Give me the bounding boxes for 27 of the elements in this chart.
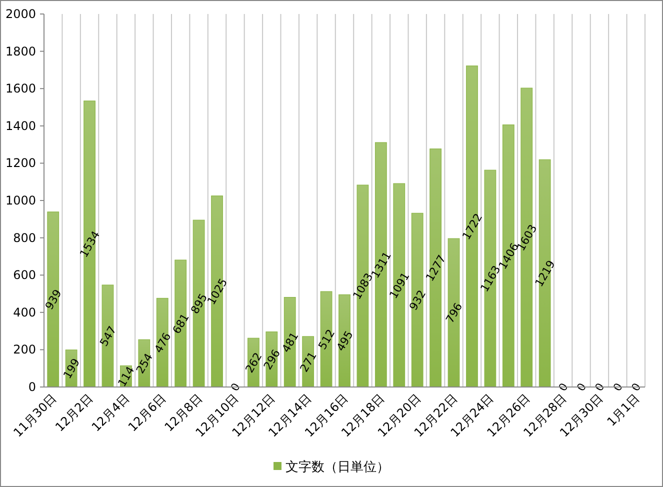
x-tick-label: 1月1日 [604, 391, 642, 429]
data-label: 481 [279, 330, 302, 355]
y-tick-label: 1600 [5, 82, 36, 96]
y-tick-label: 400 [13, 305, 36, 320]
legend-label: 文字数（日単位） [286, 459, 390, 475]
y-tick-label: 1800 [5, 44, 36, 58]
y-tick-label: 2000 [5, 7, 36, 21]
data-label: 681 [170, 311, 192, 336]
bar [284, 296, 296, 388]
bar [47, 212, 60, 388]
y-tick-label: 200 [13, 342, 36, 357]
bar [448, 238, 460, 388]
bar [102, 284, 114, 388]
bar [320, 291, 332, 388]
bar [302, 336, 314, 388]
y-tick-label: 1400 [5, 118, 36, 133]
bar [338, 294, 350, 388]
y-tick-label: 1000 [5, 194, 36, 208]
y-tick-label: 0 [28, 380, 36, 394]
bar [411, 212, 424, 388]
y-tick-label: 600 [13, 268, 36, 282]
y-tick-label: 800 [13, 230, 36, 245]
bar [192, 220, 205, 388]
bar [156, 298, 168, 388]
y-tick-label: 1200 [5, 156, 36, 170]
bar [174, 260, 187, 388]
legend: 文字数（日単位） [274, 460, 390, 475]
